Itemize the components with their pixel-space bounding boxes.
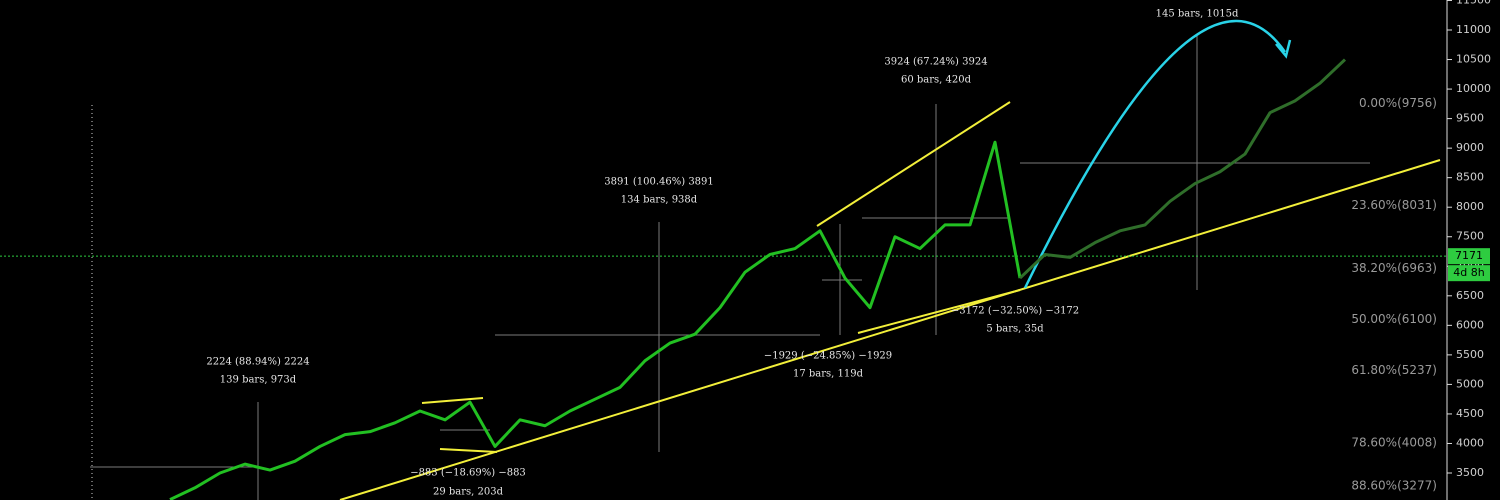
measure-label: 29 bars, 203d xyxy=(433,487,504,498)
y-tick-label: 9000 xyxy=(1456,141,1484,154)
measure-label: −883 (−18.69%) −883 xyxy=(410,468,526,479)
price-box xyxy=(1448,248,1490,265)
projection-arrowhead xyxy=(1275,39,1292,59)
y-tick-label: 5000 xyxy=(1456,377,1484,390)
projection-arrow xyxy=(1023,19,1287,289)
y-tick-label: 9500 xyxy=(1456,112,1484,125)
y-tick-label: 11500 xyxy=(1456,0,1491,6)
measure-label: 17 bars, 119d xyxy=(793,369,864,380)
y-tick-label: 10000 xyxy=(1456,82,1491,95)
measure-label: −1929 (−24.85%) −1929 xyxy=(764,351,892,362)
y-tick-label: 6500 xyxy=(1456,289,1484,302)
y-tick-label: 10500 xyxy=(1456,53,1491,66)
measure-label: −3172 (−32.50%) −3172 xyxy=(951,306,1079,317)
measure-label: 60 bars, 420d xyxy=(901,75,972,86)
y-tick-label: 3500 xyxy=(1456,466,1484,479)
y-tick-label: 4000 xyxy=(1456,436,1484,449)
y-tick-label: 8000 xyxy=(1456,200,1484,213)
fib-label: 50.00%(6100) xyxy=(1351,312,1437,326)
y-tick-label: 6000 xyxy=(1456,318,1484,331)
countdown-label: 4d 8h xyxy=(1453,266,1484,279)
fib-label: 0.00%(9756) xyxy=(1359,96,1437,110)
measure-label: 5 bars, 35d xyxy=(986,324,1044,335)
measure-label: 3891 (100.46%) 3891 xyxy=(604,177,714,188)
measure-label: 2224 (88.94%) 2224 xyxy=(206,357,309,368)
fib-label: 88.60%(3277) xyxy=(1351,479,1437,493)
measure-label: 145 bars, 1015d xyxy=(1156,9,1239,20)
measure-label: 139 bars, 973d xyxy=(220,375,297,386)
countdown-box xyxy=(1448,265,1490,282)
measure-lines xyxy=(90,36,1370,500)
price-label: 7171 xyxy=(1455,249,1483,262)
y-tick-label: 8500 xyxy=(1456,171,1484,184)
measure-label: 134 bars, 938d xyxy=(621,195,698,206)
fib-label: 78.60%(4008) xyxy=(1351,436,1437,450)
fib-label: 61.80%(5237) xyxy=(1351,363,1437,377)
y-tick-label: 4500 xyxy=(1456,407,1484,420)
price-series xyxy=(169,140,1022,500)
fib-label: 38.20%(6963) xyxy=(1351,261,1437,275)
y-tick-label: 7500 xyxy=(1456,230,1484,243)
trend-lines xyxy=(339,101,1441,500)
price-series xyxy=(1018,58,1347,280)
y-tick-label: 5500 xyxy=(1456,348,1484,361)
measure-label: 3924 (67.24%) 3924 xyxy=(884,57,987,68)
fib-label: 23.60%(8031) xyxy=(1351,198,1437,212)
y-tick-label: 11000 xyxy=(1456,23,1491,36)
